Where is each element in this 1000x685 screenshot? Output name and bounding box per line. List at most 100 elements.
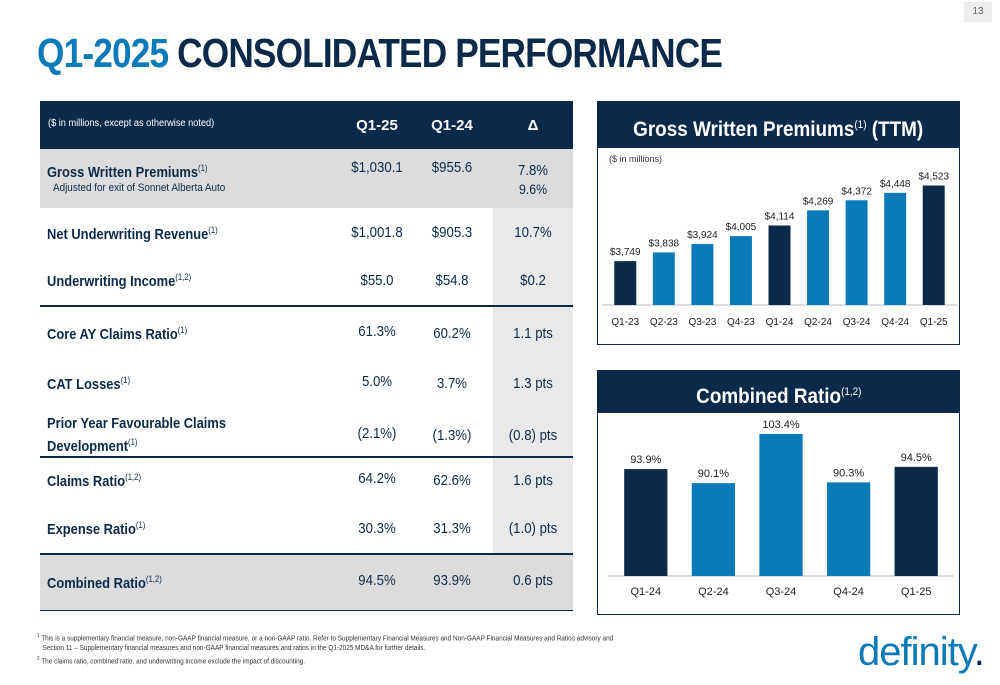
- title-main: CONSOLIDATED PERFORMANCE: [177, 30, 723, 76]
- table-row: Combined Ratio(1,2) 94.5% 93.9% 0.6 pts: [40, 553, 573, 611]
- table-row-group: Claims Ratio(1,2) 64.2% 62.6% 1.6 pts Ex…: [40, 456, 573, 553]
- row-sublabel: Adjusted for exit of Sonnet Alberta Auto: [53, 182, 226, 194]
- delta-column-bg: [493, 208, 573, 305]
- bar-q3-24: [759, 433, 803, 576]
- column-header-q125: Q1-25: [356, 117, 398, 134]
- bar-q4-23: [729, 236, 752, 305]
- data-label: 94.5%: [901, 452, 932, 464]
- data-label: $4,269: [803, 196, 834, 207]
- data-label: $4,523: [918, 172, 949, 183]
- cell-q124: (1.3%): [432, 427, 472, 444]
- cell-q125: 61.3%: [358, 323, 396, 340]
- x-tick-label: Q2-24: [804, 317, 832, 328]
- cell-q124: 3.7%: [436, 375, 468, 392]
- table-bottom-rule: [40, 610, 573, 611]
- gwp-chart-title: Gross Written Premiums(1) (TTM): [598, 102, 959, 148]
- bar-q1-24: [768, 225, 791, 305]
- data-label: $4,114: [765, 211, 795, 222]
- cell-q125: (2.1%): [357, 425, 397, 442]
- bar-q1-25: [894, 466, 938, 576]
- cell-delta: 0.6 pts: [513, 572, 553, 589]
- row-label: Expense Ratio(1): [47, 520, 146, 538]
- cell-delta: $0.2: [520, 272, 546, 289]
- cell-delta: (1.0) pts: [508, 520, 558, 537]
- row-label: Combined Ratio(1,2): [47, 574, 162, 592]
- x-tick-label: Q2-24: [698, 586, 729, 598]
- cell-q124: $905.3: [431, 224, 473, 241]
- section-divider: [40, 305, 573, 307]
- cell-delta: 10.7%: [514, 224, 552, 241]
- cell-q125: $1,030.1: [351, 159, 403, 176]
- bar-q2-24: [691, 483, 736, 576]
- row-label: Prior Year Favourable Claims Development(…: [47, 415, 227, 455]
- cell-delta: 1.1 pts: [513, 325, 553, 342]
- cell-q125: 64.2%: [358, 470, 396, 487]
- cell-q124: 31.3%: [433, 520, 471, 537]
- page-title: Q1-2025 CONSOLIDATED PERFORMANCE: [37, 30, 723, 77]
- data-label: 103.4%: [762, 419, 800, 431]
- footnote-1-continued: Section 11 – Supplementary financial mea…: [42, 645, 426, 653]
- data-label: $3,838: [649, 238, 680, 249]
- delta-column-bg: [493, 307, 573, 456]
- definity-logo: definity.: [858, 630, 985, 674]
- title-accent: Q1-2025: [37, 30, 169, 76]
- x-tick-label: Q1-25: [901, 586, 932, 598]
- cell-delta-adjusted: 9.6%: [518, 181, 548, 197]
- x-tick-label: Q3-24: [843, 317, 871, 328]
- row-label: Core AY Claims Ratio(1): [47, 325, 188, 343]
- section-divider: [40, 553, 573, 555]
- x-tick-label: Q3-23: [688, 317, 716, 328]
- cell-q124: 93.9%: [433, 572, 471, 589]
- x-tick-label: Q1-23: [611, 317, 639, 328]
- cell-q125: 30.3%: [358, 520, 396, 537]
- gwp-chart-panel: Gross Written Premiums(1) (TTM) ($ in mi…: [597, 101, 960, 345]
- table-header: ($ in millions, except as otherwise note…: [40, 101, 573, 149]
- cell-q124: $955.6: [431, 159, 473, 176]
- bar-q1-25: [922, 185, 945, 305]
- data-label: $4,005: [726, 222, 757, 233]
- cell-delta: (0.8) pts: [508, 427, 558, 444]
- delta-column-bg: [493, 458, 573, 553]
- combined-ratio-bar-chart: 93.9% Q1-24 90.1% Q2-24 103.4% Q3-24 90.3% Q4-2…: [608, 419, 954, 598]
- x-tick-label: Q1-25: [920, 317, 948, 328]
- cell-delta: 7.8%: [517, 162, 549, 179]
- table-row: Gross Written Premiums(1) Adjusted for e…: [40, 149, 573, 208]
- row-label: Claims Ratio(1,2): [47, 472, 142, 490]
- table-row-group: Net Underwriting Revenue(1) $1,001.8 $90…: [40, 208, 573, 305]
- row-label: CAT Losses(1): [47, 375, 131, 393]
- table-unit-note: ($ in millions, except as otherwise note…: [48, 118, 215, 129]
- x-tick-label: Q4-24: [833, 586, 864, 598]
- x-tick-label: Q2-23: [650, 317, 678, 328]
- cell-q125: 94.5%: [358, 572, 396, 589]
- bar-q2-24: [807, 210, 830, 305]
- column-header-delta: Δ: [527, 117, 539, 134]
- cell-delta: 1.6 pts: [513, 472, 553, 489]
- row-label: Underwriting Income(1,2): [47, 272, 192, 290]
- bar-q4-24: [884, 192, 907, 305]
- data-label: $4,448: [880, 179, 911, 190]
- data-label: $3,924: [687, 230, 718, 241]
- data-label: 93.9%: [630, 454, 661, 466]
- page-number: 13: [964, 2, 992, 22]
- gwp-unit-note: ($ in millions): [609, 154, 662, 164]
- row-label: Net Underwriting Revenue(1): [47, 225, 218, 243]
- x-tick-label: Q1-24: [766, 317, 794, 328]
- cell-delta: 1.3 pts: [513, 375, 553, 392]
- x-tick-label: Q3-24: [766, 586, 797, 598]
- x-tick-label: Q4-23: [727, 317, 755, 328]
- section-divider: [40, 456, 573, 458]
- data-label: 90.3%: [833, 467, 864, 479]
- bar-q1-24: [624, 469, 668, 576]
- data-label: $3,749: [610, 247, 641, 258]
- footnote-2: 2 The claims ratio, combined ratio, and …: [37, 656, 306, 666]
- footnotes: 1 This is a supplementary financial meas…: [37, 631, 613, 668]
- cell-q124: 60.2%: [433, 325, 471, 342]
- column-header-q124: Q1-24: [431, 117, 473, 134]
- x-tick-label: Q4-24: [881, 317, 909, 328]
- row-label: Gross Written Premiums(1): [47, 163, 208, 181]
- gwp-bar-chart: ($ in millions) $3,749 Q1-23 $3,838 Q2-23 $3…: [602, 154, 957, 328]
- combined-ratio-chart-panel: Combined Ratio(1,2) 93.9% Q1-24 90.1% Q2-24…: [597, 370, 960, 615]
- footnote-1: 1 This is a supplementary financial meas…: [37, 633, 614, 643]
- cell-q125: 5.0%: [361, 373, 393, 390]
- cell-q124: 62.6%: [433, 472, 471, 489]
